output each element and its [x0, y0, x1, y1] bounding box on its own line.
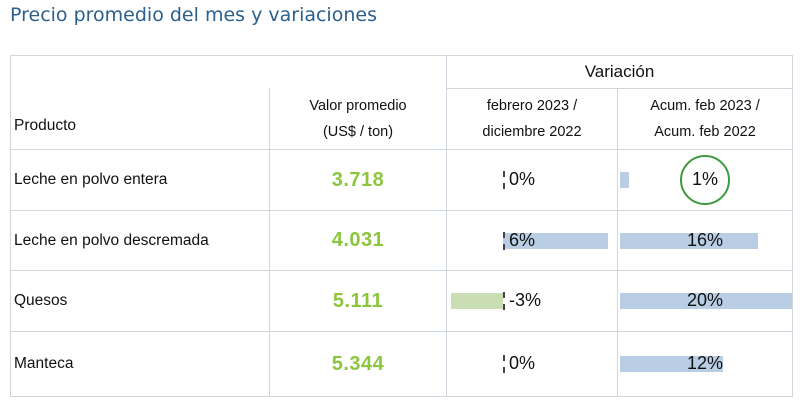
row-valor: 5.344 [331, 352, 385, 375]
table-border-top [10, 55, 793, 56]
header-mensual-line2: diciembre 2022 [482, 124, 582, 140]
header-valor-promedio: Valor promedio (US$ / ton) [270, 89, 446, 149]
header-variacion: Variación [584, 61, 655, 81]
row-producto: Quesos [14, 292, 68, 309]
header-acum-line1: Acum. feb 2023 / [650, 98, 760, 114]
accumulated-variation-bar [620, 293, 792, 309]
zero-axis-marker [503, 171, 505, 189]
monthly-variation-label: 0% [509, 169, 536, 189]
header-mensual-line1: febrero 2023 / [486, 98, 578, 114]
zero-axis-marker [503, 231, 505, 250]
accumulated-variation-bar [620, 356, 724, 372]
accumulated-variation-label: 16% [686, 229, 724, 250]
zero-axis-marker [503, 292, 505, 310]
divider-row-1 [10, 210, 793, 211]
divider-row-3 [10, 331, 793, 332]
table-border-left [10, 55, 11, 397]
page-title: Precio promedio del mes y variaciones [10, 4, 377, 26]
row-valor: 5.111 [332, 289, 384, 312]
header-var-mensual: febrero 2023 / diciembre 2022 [447, 89, 617, 149]
row-producto: Leche en polvo entera [14, 171, 168, 188]
header-acum-line2: Acum. feb 2022 [654, 124, 756, 140]
monthly-variation-label: 6% [509, 229, 536, 250]
column-divider-2 [446, 55, 447, 397]
accumulated-variation-label: 20% [686, 290, 724, 310]
row-valor: 4.031 [331, 229, 385, 251]
accumulated-variation-bar [620, 172, 629, 188]
price-table: Variación Producto Valor promedio (US$ /… [10, 55, 793, 397]
table-border-bottom [10, 396, 793, 397]
monthly-variation-label: 0% [509, 353, 536, 373]
divider-header-bottom [10, 149, 793, 150]
highlight-circle [680, 155, 730, 205]
header-valor-line1: Valor promedio [309, 98, 407, 114]
header-valor-line2: (US$ / ton) [322, 124, 394, 140]
column-divider-1 [269, 88, 270, 397]
row-producto: Manteca [14, 355, 74, 372]
header-var-acum: Acum. feb 2023 / Acum. feb 2022 [618, 89, 792, 149]
table-border-right [792, 55, 793, 397]
monthly-variation-label: -3% [509, 290, 542, 310]
divider-variacion-bottom [446, 88, 793, 89]
divider-row-2 [10, 270, 793, 271]
monthly-variation-bar [503, 232, 608, 249]
header-producto: Producto [14, 117, 77, 134]
monthly-variation-bar [450, 293, 503, 309]
accumulated-variation-bar [620, 232, 758, 249]
column-divider-3 [617, 88, 618, 397]
row-producto: Leche en polvo descremada [14, 231, 209, 249]
accumulated-variation-label: 12% [686, 353, 724, 373]
row-valor: 3.718 [331, 168, 385, 191]
zero-axis-marker [503, 355, 505, 373]
